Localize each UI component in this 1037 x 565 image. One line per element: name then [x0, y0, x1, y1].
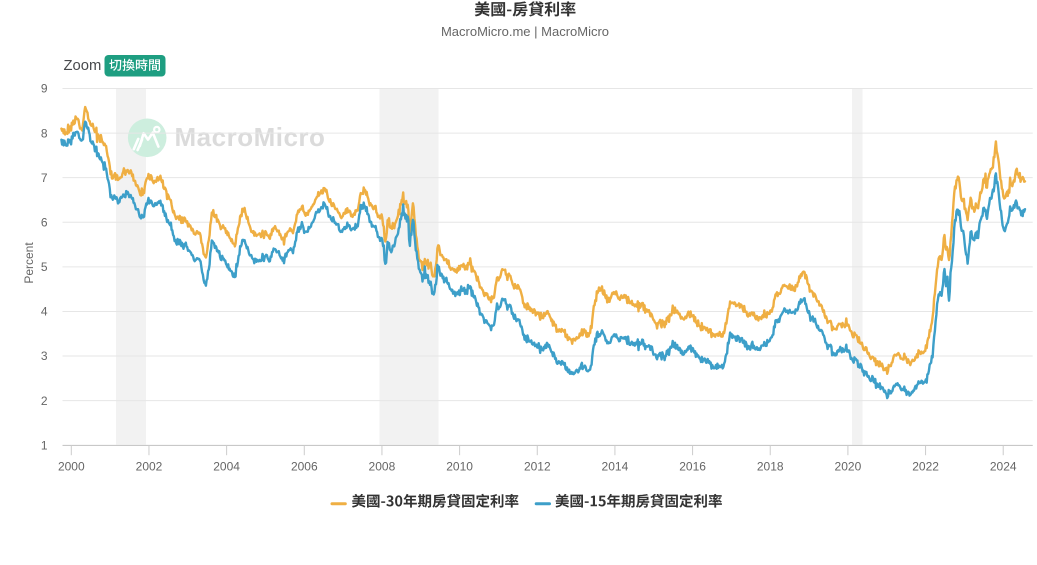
- svg-text:6: 6: [41, 216, 48, 230]
- svg-text:2014: 2014: [602, 460, 629, 474]
- svg-text:2006: 2006: [291, 460, 318, 474]
- svg-text:2010: 2010: [446, 460, 473, 474]
- svg-text:2018: 2018: [757, 460, 784, 474]
- svg-text:9: 9: [41, 82, 48, 96]
- svg-text:2024: 2024: [990, 460, 1017, 474]
- svg-text:8: 8: [41, 126, 48, 140]
- svg-text:2012: 2012: [524, 460, 551, 474]
- svg-text:2004: 2004: [213, 460, 240, 474]
- svg-text:Zoom: Zoom: [64, 58, 102, 74]
- svg-text:2: 2: [41, 394, 48, 408]
- svg-text:2020: 2020: [835, 460, 862, 474]
- svg-text:2016: 2016: [679, 460, 706, 474]
- svg-text:3: 3: [41, 349, 48, 363]
- svg-text:2022: 2022: [912, 460, 939, 474]
- svg-text:2008: 2008: [369, 460, 396, 474]
- svg-text:Percent: Percent: [22, 242, 36, 284]
- svg-text:1: 1: [41, 438, 48, 452]
- svg-text:MacroMicro.me | MacroMicro: MacroMicro.me | MacroMicro: [441, 24, 609, 39]
- svg-text:5: 5: [41, 260, 48, 274]
- svg-text:7: 7: [41, 171, 48, 185]
- svg-text:MacroMicro: MacroMicro: [175, 122, 326, 152]
- svg-text:2002: 2002: [136, 460, 163, 474]
- svg-text:2000: 2000: [58, 460, 85, 474]
- svg-text:4: 4: [41, 305, 48, 319]
